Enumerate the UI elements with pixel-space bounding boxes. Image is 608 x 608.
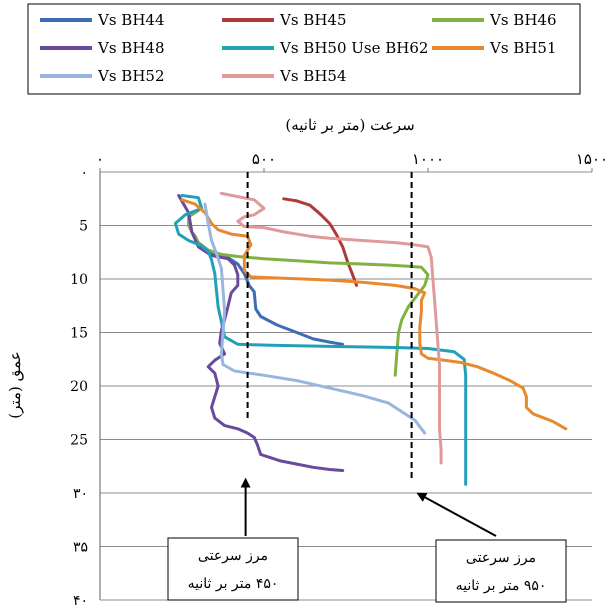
legend-label: Vs BH51 [489,39,557,57]
series-line [180,198,568,431]
legend-label: Vs BH54 [279,67,347,85]
x-tick-label: ۱۵۰۰ [576,150,608,168]
y-tick-label: 15 [70,326,88,342]
series-line [177,194,345,472]
annotation-left-line1: مرز سرعتی [198,548,268,564]
y-tick-label: ۴۰ [73,593,88,608]
x-axis-title: سرعت (متر بر ثانیه) [285,116,414,134]
legend-label: Vs BH46 [489,11,557,29]
y-tick-label: ۳۰ [73,486,88,502]
y-tick-label: 20 [70,379,88,395]
annotation-right-line2: ۹۵۰ متر بر ثانیه [456,578,547,594]
reference-lines [246,172,413,479]
series-line [219,191,443,465]
annotation-right-box [435,539,567,603]
y-tick-label: 5 [79,219,88,235]
annotation-right: مرز سرعتی ۹۵۰ متر بر ثانیه [435,539,567,603]
annotation-left-box [167,537,299,601]
x-tick-label: ۱۰۰۰ [412,150,444,168]
annotation-arrow [416,492,497,537]
annotation-arrows [240,477,497,537]
y-tick-label: ۰ [80,165,88,181]
annotation-left-line2: ۴۵۰ متر بر ثانیه [188,576,279,592]
legend-frame [27,3,581,95]
legend: Vs BH44 Vs BH45 Vs BH46 Vs BH48 Vs BH50 Use … [27,3,581,95]
y-tick-label: 10 [70,272,88,288]
y-tick-label: 25 [70,433,88,449]
series-line [282,197,358,287]
legend-label: Vs BH52 [97,67,165,85]
ticks: ۰ ۵۰۰ ۱۰۰۰ ۱۵۰۰ ۰ 5 10 15 20 25 ۳۰ ۳۵ ۴۰ [70,150,608,608]
legend-label: Vs BH50 Use BH62 [279,39,428,57]
annotation-left: مرز سرعتی ۴۵۰ متر بر ثانیه [167,537,299,601]
series-group [173,191,568,486]
annotation-right-line1: مرز سرعتی [466,550,536,566]
x-tick-label: ۰ [96,150,104,168]
y-tick-label: ۳۵ [73,540,88,556]
y-axis-title: عمق (متر) [6,351,24,418]
x-tick-label: ۵۰۰ [252,150,276,168]
legend-label: Vs BH48 [97,39,165,57]
series-line [203,202,427,435]
legend-label: Vs BH45 [279,11,347,29]
legend-label: Vs BH44 [97,11,165,29]
